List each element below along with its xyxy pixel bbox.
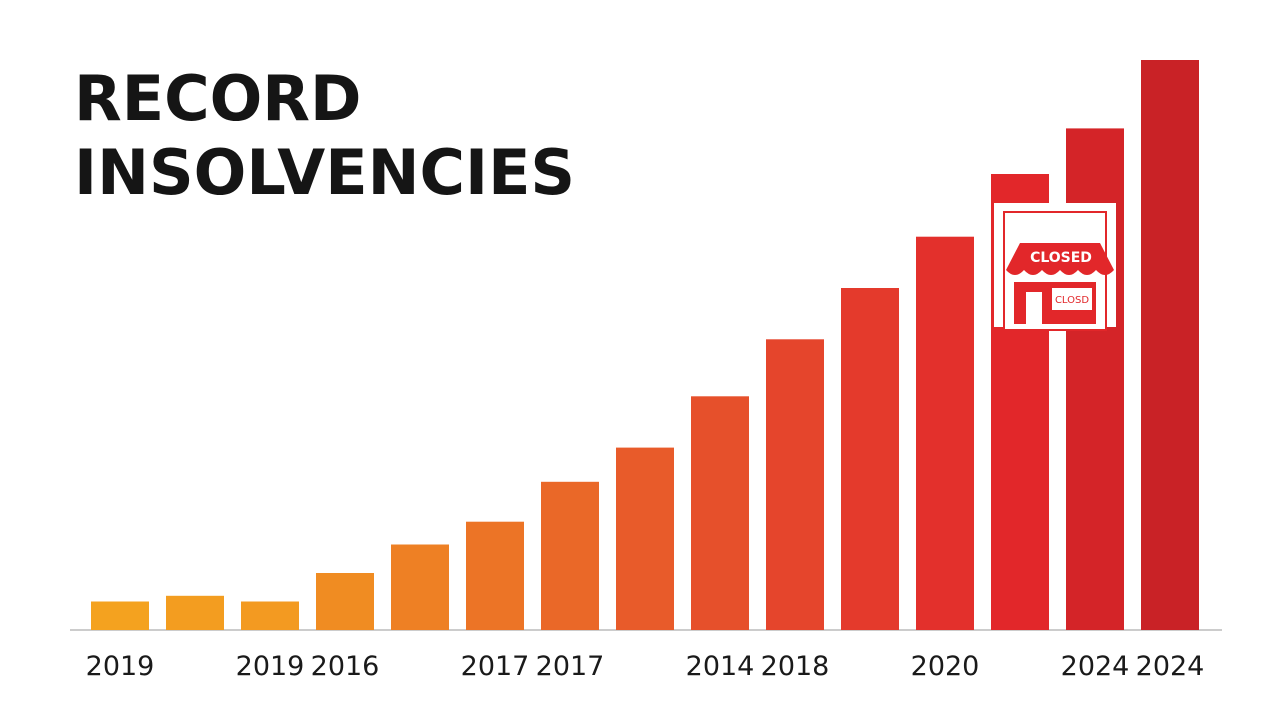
bar xyxy=(241,601,299,630)
x-tick-label: 2020 xyxy=(911,651,980,682)
x-tick-label: 2024 xyxy=(1136,651,1205,682)
x-tick-label: 2019 xyxy=(236,651,305,682)
door xyxy=(1026,292,1042,324)
bar xyxy=(541,481,599,630)
bar xyxy=(766,339,824,630)
bar xyxy=(916,236,974,630)
bar xyxy=(691,396,749,630)
x-tick-label: 2024 xyxy=(1061,651,1130,682)
closed-label: CLOSED xyxy=(1030,250,1092,266)
x-tick-label: 2017 xyxy=(461,651,530,682)
closed-store-icon: CLOSED CLOSD xyxy=(994,203,1116,331)
x-tick-label: 2018 xyxy=(761,651,830,682)
closd-label: CLOSD xyxy=(1055,295,1089,306)
bar xyxy=(166,595,224,630)
bar xyxy=(466,521,524,630)
x-tick-label: 2017 xyxy=(536,651,605,682)
x-tick-label: 2016 xyxy=(311,651,380,682)
bar xyxy=(841,288,899,630)
awning xyxy=(1006,243,1114,270)
awning-scallop xyxy=(1006,270,1114,275)
x-tick-label: 2019 xyxy=(86,651,155,682)
bar xyxy=(91,601,149,630)
sign xyxy=(1052,288,1092,310)
x-tick-label: 2014 xyxy=(686,651,755,682)
bar xyxy=(316,573,374,630)
bar xyxy=(1141,60,1199,630)
bar xyxy=(616,447,674,630)
chart-title: RECORD INSOLVENCIES xyxy=(74,62,576,209)
bar xyxy=(391,544,449,630)
